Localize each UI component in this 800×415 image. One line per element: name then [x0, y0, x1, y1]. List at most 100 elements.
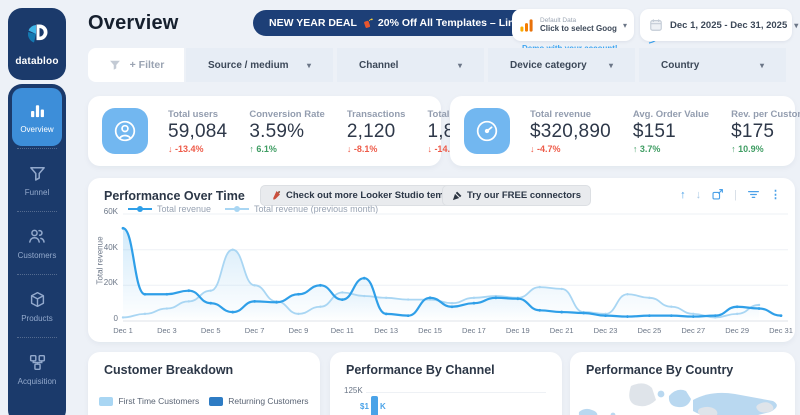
metric-delta: ↑ 10.9%: [731, 143, 764, 154]
legend-swatch: [99, 396, 114, 406]
legend-label: Total revenue: [157, 204, 212, 214]
metric-total-revenue: Total revenue $320,890 ↓ -4.7%: [530, 109, 611, 154]
sidebar-item-label: Products: [21, 313, 53, 323]
nav-separator: [17, 211, 57, 212]
metric-delta: ↓ -4.7%: [530, 143, 561, 154]
filter-dropdowns: Source / medium ▾ Channel ▾ Device category ▾…: [186, 48, 786, 82]
x-tick: Dec 9: [288, 326, 309, 335]
metric-delta: ↑ 3.7%: [632, 143, 661, 154]
chart-title: Performance Over Time: [104, 189, 245, 203]
sidebar-item-overview[interactable]: Overview: [12, 88, 62, 146]
legend-label: Total revenue (previous month): [254, 204, 379, 214]
metric-transactions: Transactions 2,120 ↓ -8.1%: [347, 109, 406, 154]
sidebar-item-acquisition[interactable]: Acquisition: [12, 340, 62, 398]
brand-name: databloo: [15, 56, 59, 67]
kpi-metrics: Total revenue $320,890 ↓ -4.7% Avg. Order V…: [530, 109, 800, 154]
dropdown-label: Device category: [510, 59, 587, 71]
x-tick: Dec 27: [681, 326, 706, 335]
sidebar-item-customers[interactable]: Customers: [12, 214, 62, 272]
legend-marker: [128, 206, 152, 212]
google-analytics-icon: [519, 18, 534, 33]
performance-over-time-card: Performance Over Time Check out more Loo…: [88, 178, 795, 342]
metric-delta: ↑ 6.1%: [249, 143, 277, 154]
arrow-down-icon[interactable]: ↓: [695, 188, 702, 201]
legend-item[interactable]: Total revenue: [128, 204, 211, 214]
x-tick: Dec 1: [113, 326, 133, 335]
sidebar-item-label: Acquisition: [17, 376, 57, 386]
kebab-menu-icon[interactable]: ⋮: [770, 189, 781, 201]
x-tick: Dec 31: [769, 326, 793, 335]
metric-delta: ↓ -8.1%: [346, 143, 378, 154]
export-icon[interactable]: [711, 188, 724, 201]
y-axis-title: Total revenue: [95, 236, 105, 285]
dropdown-country[interactable]: Country ▾: [639, 48, 786, 82]
dropdown-device-category[interactable]: Device category ▾: [488, 48, 635, 82]
datasource-value: Click to select Google Analy: [540, 24, 617, 33]
x-tick: Dec 11: [330, 326, 354, 335]
x-tick: Dec 23: [593, 326, 618, 335]
databloo-logo[interactable]: databloo: [8, 8, 66, 80]
filter-lines-icon[interactable]: [747, 188, 760, 201]
filter-button[interactable]: + Filter: [88, 48, 184, 82]
chart-legend: Total revenue Total revenue (previous mon…: [128, 204, 378, 214]
metric-avg-order-value: Avg. Order Value $151 ↑ 3.7%: [633, 109, 709, 154]
x-tick: Dec 19: [505, 326, 530, 335]
metric-delta: ↓ -14.1%: [427, 143, 463, 154]
nav-separator: [17, 337, 57, 338]
metric-conversion-rate: Conversion Rate 3.59% ↑ 6.1%: [249, 109, 325, 154]
dropdown-label: Country: [661, 59, 700, 71]
data-source-selector[interactable]: Default Data Click to select Google Anal…: [512, 9, 634, 41]
legend-item[interactable]: Total revenue (previous month): [225, 204, 378, 214]
metric-label: Rev. per Customer: [731, 108, 800, 120]
kpi-card-revenue: Total revenue $320,890 ↓ -4.7% Avg. Order V…: [450, 96, 800, 166]
metric-label: Avg. Order Value: [632, 108, 710, 120]
kpi-card-users: Total users 59,084 ↓ -13.4% Conversion Rate…: [88, 96, 502, 166]
divider: |: [734, 188, 737, 201]
filter-label: + Filter: [129, 59, 165, 71]
date-range-value: Dec 1, 2025 - Dec 31, 2025: [670, 19, 788, 31]
databloo-logo-icon: [24, 21, 50, 52]
card-title: Performance By Country: [586, 363, 734, 377]
connectors-button-label: Try our FREE connectors: [467, 190, 582, 201]
card-title: Customer Breakdown: [104, 363, 234, 377]
line-chart: [121, 213, 788, 322]
sidebar-item-products[interactable]: Products: [12, 277, 62, 335]
dropdown-label: Source / medium: [208, 59, 289, 71]
chevron-down-icon: ▾: [759, 60, 764, 70]
metric-value: 59,084: [168, 120, 228, 142]
channel-gridline: [366, 392, 546, 393]
y-tick: 60K: [103, 207, 118, 216]
chevron-down-icon: ▾: [794, 20, 799, 30]
arrow-up-icon[interactable]: ↑: [680, 188, 686, 201]
dropdown-channel[interactable]: Channel ▾: [337, 48, 484, 82]
legend-label: First Time Customers: [118, 396, 200, 406]
legend-marker: [225, 206, 250, 212]
date-range-picker[interactable]: Dec 1, 2025 - Dec 31, 2025 ▾: [640, 9, 798, 41]
legend-item[interactable]: Returning Customers: [209, 396, 309, 406]
y-tick: 0: [113, 314, 118, 323]
x-tick: Dec 25: [637, 326, 662, 335]
sidebar-nav: Overview Funnel Customers Products Acquisiti…: [8, 84, 66, 415]
x-tick: Dec 5: [200, 326, 221, 335]
customer-breakdown-card: Customer Breakdown First Time Customers R…: [88, 352, 320, 415]
templates-button[interactable]: Check out more Looker Studio templates: [260, 185, 482, 206]
banner-prefix: NEW YEAR DEAL: [269, 17, 357, 29]
nav-separator: [17, 148, 57, 149]
channel-y-tick: 125K: [344, 386, 363, 395]
templates-button-label: Check out more Looker Studio templates: [286, 190, 472, 201]
performance-by-country-card: Performance By Country: [570, 352, 795, 415]
sidebar-item-label: Funnel: [24, 187, 50, 197]
bar-chart-icon: [28, 101, 47, 120]
card-title: Performance By Channel: [346, 363, 495, 377]
sidebar-item-funnel[interactable]: Funnel: [12, 151, 62, 209]
dropdown-source-medium[interactable]: Source / medium ▾: [186, 48, 333, 82]
datasource-label: Default Data: [540, 17, 577, 24]
y-tick: 20K: [103, 278, 118, 288]
customers-icon: [27, 226, 47, 246]
connectors-button[interactable]: Try our FREE connectors: [442, 185, 592, 206]
dropdown-label: Channel: [359, 59, 399, 71]
chevron-down-icon: ▾: [306, 60, 311, 70]
page-title: Overview: [88, 12, 179, 34]
legend-item[interactable]: First Time Customers: [99, 396, 199, 406]
